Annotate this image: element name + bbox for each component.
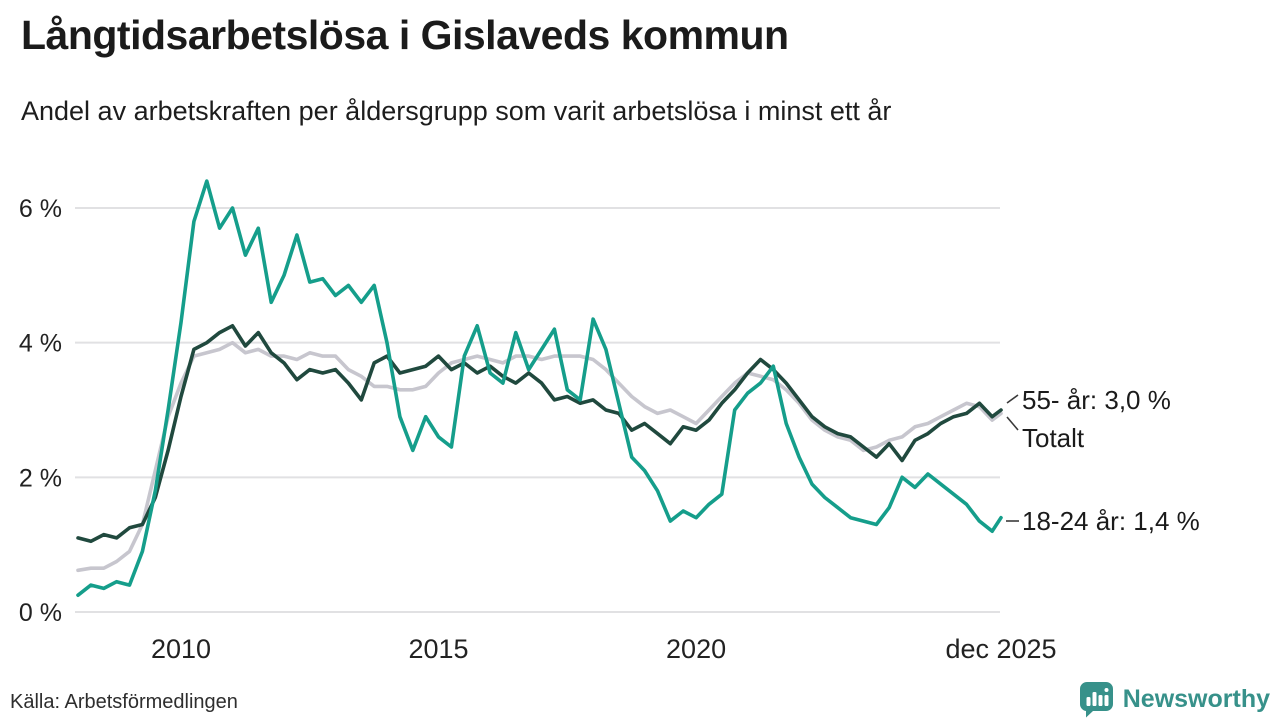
series-line-55-r <box>76 323 1003 544</box>
annotation-total-label: Totalt <box>1022 423 1085 453</box>
y-tick-label: 6 % <box>19 195 62 223</box>
annotation-18-24-end-value: 18-24 år: 1,4 % <box>1022 506 1200 536</box>
source-note: Källa: Arbetsförmedlingen <box>10 691 238 713</box>
y-tick-label: 0 % <box>19 599 62 627</box>
chart-subtitle: Andel av arbetskraften per åldersgrupp s… <box>21 96 892 126</box>
y-tick-label: 4 % <box>19 330 62 358</box>
annotation-connector-lines <box>1006 394 1019 522</box>
newsworthy-wordmark: Newsworthy <box>1122 684 1270 713</box>
x-tick-label: 2010 <box>151 634 211 664</box>
x-tick-label: 2015 <box>409 634 469 664</box>
annotation-connector <box>1006 394 1019 404</box>
data-series-lines <box>76 179 1003 598</box>
annotation-connector <box>1006 416 1019 431</box>
series-line-18-24-r <box>76 179 1003 598</box>
newsworthy-bubble-chart-icon <box>1079 682 1113 718</box>
y-tick-label: 2 % <box>19 464 62 492</box>
newsworthy-logo[interactable]: Newsworthy <box>1077 680 1270 718</box>
gridlines <box>75 207 1000 613</box>
y-axis-tick-labels: 0 % 2 % 4 % 6 % <box>19 195 62 627</box>
x-tick-label: 2020 <box>666 634 726 664</box>
page-title: Långtidsarbetslösa i Gislaveds kommun <box>21 12 789 58</box>
x-tick-label: dec 2025 <box>945 634 1056 664</box>
annotation-55plus-end-value: 55- år: 3,0 % <box>1022 385 1171 415</box>
series-line-totalt <box>76 340 1003 573</box>
x-axis-tick-labels: 2010 2015 2020 dec 2025 <box>151 634 1057 664</box>
